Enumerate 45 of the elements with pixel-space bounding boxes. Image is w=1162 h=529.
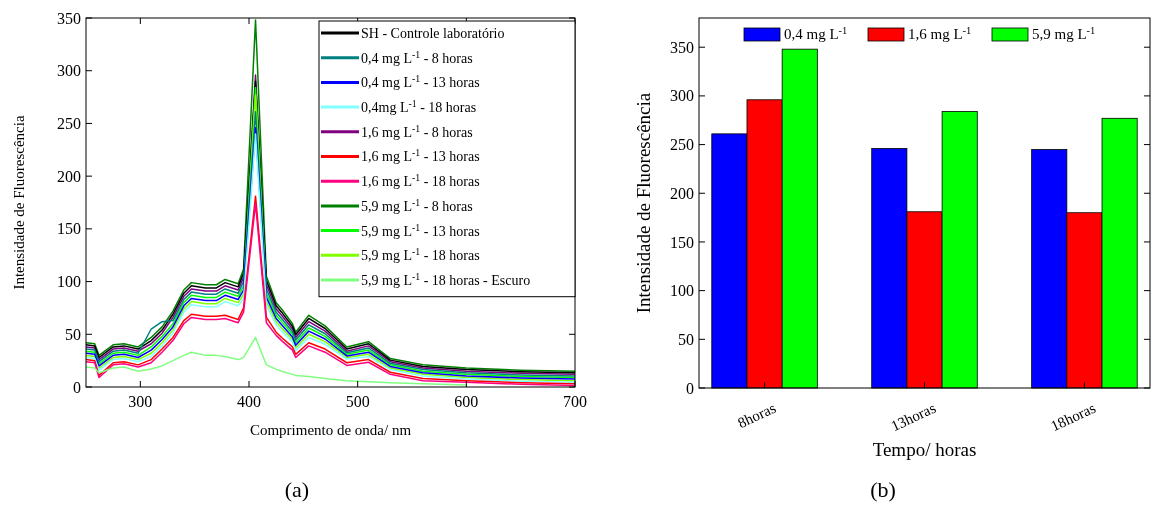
y-tick-label: 50: [678, 330, 694, 348]
x-tick-label: 500: [345, 393, 370, 410]
x-tick-label: 700: [563, 393, 587, 410]
y-tick-label: 0: [73, 378, 81, 396]
legend-label: 1,6 mg L$^{-1}$ - 8 horas: [361, 122, 473, 140]
legend-label: 5,9 mg L$^{-1}$: [1032, 24, 1096, 42]
legend-label: 5,9 mg L$^{-1}$ - 18 horas: [361, 245, 480, 264]
legend-label: 0,4mg L$^{-1}$ - 18 horas: [361, 97, 477, 115]
y-tick-label: 100: [670, 282, 694, 300]
legend-label: 5,9 mg L$^{-1}$ - 8 horas: [361, 196, 473, 214]
y-tick-label: 100: [57, 273, 81, 291]
legend-label: 1,6 mg L$^{-1}$ - 18 horas: [361, 171, 480, 190]
y-tick-label: 150: [57, 220, 81, 238]
legend-label: 0,4 mg L$^{-1}$ - 8 horas: [361, 48, 473, 66]
y-tick-label: 200: [57, 167, 81, 185]
y-tick-label: 350: [57, 9, 81, 27]
line-series: [86, 336, 468, 386]
legend-label: SH - Controle laboratório: [361, 25, 505, 41]
legend-label: 5,9 mg L$^{-1}$ - 13 horas: [361, 221, 480, 239]
x-axis-title: Comprimento de onda/ nm: [249, 422, 412, 438]
y-tick-label: 300: [57, 62, 81, 80]
x-tick-label: 13horas: [888, 399, 939, 435]
text: (a): [284, 477, 310, 502]
x-tick-label: 400: [237, 393, 261, 410]
y-tick-label: 0: [686, 379, 694, 397]
y-tick-label: 50: [65, 325, 81, 343]
x-axis-title: Tempo/ horas: [872, 439, 977, 460]
legend-label: 1,6 mg L$^{-1}$: [908, 24, 972, 42]
line-series: [86, 19, 575, 372]
legend-label: 0,4 mg L$^{-1}$ - 13 horas: [361, 72, 480, 91]
y-tick-label: 250: [57, 115, 81, 133]
x-tick-label: 300: [128, 393, 153, 410]
y-axis-title: Intensidade de Fluorescência: [633, 92, 654, 314]
y-tick-label: 200: [670, 184, 694, 202]
y-tick-label: 350: [670, 38, 694, 56]
legend-label: 5,9 mg L$^{-1}$ - 18 horas - Escuro: [361, 270, 531, 288]
legend-label: 0,4 mg L$^{-1}$: [784, 24, 848, 42]
x-tick-label: 8horas: [735, 399, 779, 432]
text: (b): [870, 477, 896, 502]
y-axis-title: Intensidade de Fluorescência: [11, 115, 27, 290]
x-tick-label: 600: [454, 393, 479, 410]
legend-label: 1,6 mg L$^{-1}$ - 13 horas: [361, 146, 480, 165]
y-tick-label: 250: [670, 136, 694, 154]
y-tick-label: 300: [670, 87, 694, 105]
y-tick-label: 150: [670, 233, 694, 251]
